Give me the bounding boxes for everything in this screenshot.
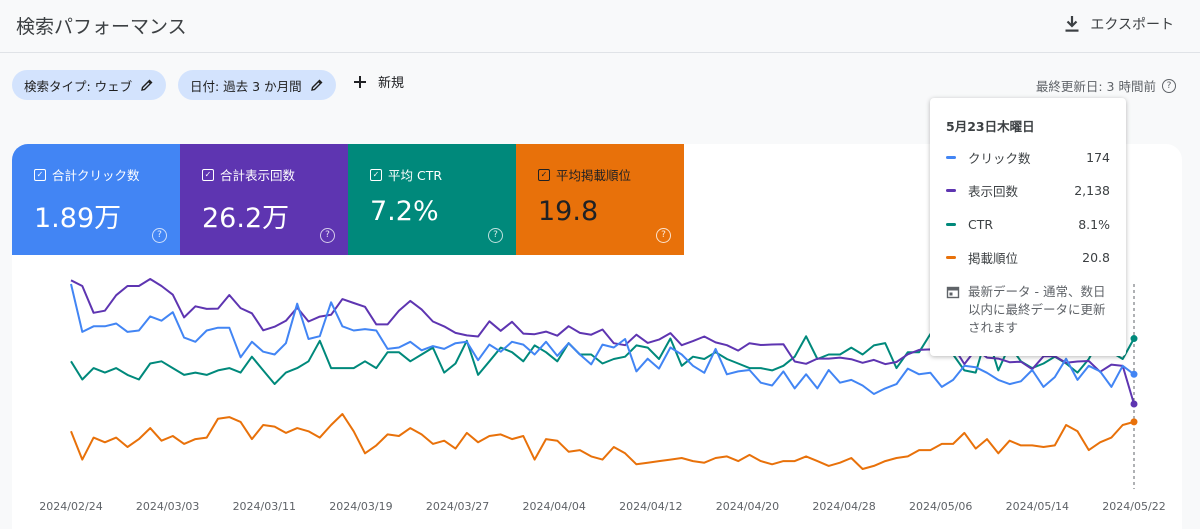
metric-card-position[interactable]: ✓ 平均掲載順位 19.8 ? xyxy=(516,144,684,255)
metric-label: 平均 CTR xyxy=(388,168,443,183)
metric-label: 合計クリック数 xyxy=(52,168,140,183)
chart-tooltip: 5月23日木曜日 クリック数 174 表示回数 2,138 CTR 8.1% 掲… xyxy=(930,98,1126,356)
legend-swatch xyxy=(946,155,956,159)
metric-label: 平均掲載順位 xyxy=(556,168,632,183)
search-type-filter-chip[interactable]: 検索タイプ: ウェブ xyxy=(12,70,167,100)
legend-swatch xyxy=(946,222,956,226)
tooltip-metric-value: 20.8 xyxy=(1082,249,1110,265)
checkbox-icon: ✓ xyxy=(370,168,382,181)
pencil-icon xyxy=(141,79,153,91)
plus-icon xyxy=(354,75,366,88)
x-tick-label: 2024/05/14 xyxy=(1006,500,1069,513)
x-tick-label: 2024/04/12 xyxy=(619,500,682,513)
page-title: 検索パフォーマンス xyxy=(16,16,187,38)
checkbox-icon: ✓ xyxy=(202,168,214,181)
metric-card-impressions[interactable]: ✓ 合計表示回数 26.2万 ? xyxy=(180,144,348,255)
help-icon[interactable]: ? xyxy=(320,228,335,243)
metric-value: 19.8 xyxy=(538,196,599,227)
hover-point-3 xyxy=(1130,418,1138,426)
search-type-label: 検索タイプ: ウェブ xyxy=(24,78,133,94)
tooltip-row-impressions: 表示回数 2,138 xyxy=(946,180,1110,200)
calendar-icon xyxy=(946,286,960,299)
new-filter-label: 新規 xyxy=(378,76,405,91)
help-icon[interactable]: ? xyxy=(488,228,503,243)
date-filter-chip[interactable]: 日付: 過去 3 か月間 xyxy=(178,70,336,100)
x-tick-label: 2024/03/19 xyxy=(329,500,392,513)
metric-value: 1.89万 xyxy=(34,203,122,234)
tooltip-row-ctr: CTR 8.1% xyxy=(946,214,1110,234)
checkbox-icon: ✓ xyxy=(34,168,46,181)
download-icon xyxy=(1065,16,1079,32)
x-tick-label: 2024/03/27 xyxy=(426,500,489,513)
metric-card-ctr[interactable]: ✓ 平均 CTR 7.2% ? xyxy=(348,144,516,255)
hover-point-1 xyxy=(1130,400,1138,408)
series-line-2 xyxy=(70,333,1135,385)
tooltip-metric-value: 174 xyxy=(1086,149,1110,165)
pencil-icon xyxy=(310,79,323,91)
hover-point-2 xyxy=(1130,335,1138,343)
tooltip-row-clicks: クリック数 174 xyxy=(946,147,1110,167)
metric-value: 26.2万 xyxy=(202,203,290,234)
checkbox-icon: ✓ xyxy=(538,168,550,181)
x-tick-label: 2024/04/20 xyxy=(716,500,779,513)
tooltip-date: 5月23日木曜日 xyxy=(946,119,1035,134)
help-icon[interactable]: ? xyxy=(152,228,167,243)
tooltip-note: 最新データ - 通常、数日以内に最終データに更新されます xyxy=(946,283,1116,337)
x-tick-label: 2024/04/28 xyxy=(812,500,875,513)
x-tick-label: 2024/03/11 xyxy=(233,500,296,513)
help-icon[interactable]: ? xyxy=(656,228,671,243)
x-tick-label: 2024/03/03 xyxy=(136,500,199,513)
tooltip-row-position: 掲載順位 20.8 xyxy=(946,247,1110,267)
export-label: エクスポート xyxy=(1090,17,1174,33)
x-tick-label: 2024/05/06 xyxy=(909,500,972,513)
x-tick-label: 2024/02/24 xyxy=(39,500,102,513)
tooltip-metric-name: 表示回数 xyxy=(968,183,1019,199)
last-updated-text: 最終更新日: 3 時間前 xyxy=(1035,79,1156,94)
hover-point-0 xyxy=(1130,370,1138,378)
metric-value: 7.2% xyxy=(370,196,439,227)
tooltip-metric-name: クリック数 xyxy=(968,150,1031,166)
x-tick-label: 2024/04/04 xyxy=(522,500,585,513)
top-bar: 検索パフォーマンス エクスポート xyxy=(0,0,1200,53)
help-icon[interactable]: ? xyxy=(1162,78,1176,93)
series-line-3 xyxy=(70,413,1135,470)
legend-swatch xyxy=(946,188,956,192)
tooltip-metric-name: CTR xyxy=(968,216,994,232)
export-button[interactable]: エクスポート xyxy=(1064,14,1174,34)
last-updated: 最終更新日: 3 時間前 ? xyxy=(1036,76,1176,95)
x-tick-label: 2024/05/22 xyxy=(1102,500,1165,513)
tooltip-metric-value: 2,138 xyxy=(1074,182,1110,198)
metric-card-clicks[interactable]: ✓ 合計クリック数 1.89万 ? xyxy=(12,144,180,255)
new-filter-button[interactable]: 新規 xyxy=(352,72,404,91)
tooltip-metric-name: 掲載順位 xyxy=(968,250,1019,266)
series-line-0 xyxy=(70,283,1135,395)
tooltip-note-text: 最新データ - 通常、数日以内に最終データに更新されます xyxy=(968,284,1106,335)
metric-label: 合計表示回数 xyxy=(220,168,296,183)
legend-swatch xyxy=(946,255,956,259)
tooltip-metric-value: 8.1% xyxy=(1078,216,1110,232)
date-filter-label: 日付: 過去 3 か月間 xyxy=(190,78,302,94)
